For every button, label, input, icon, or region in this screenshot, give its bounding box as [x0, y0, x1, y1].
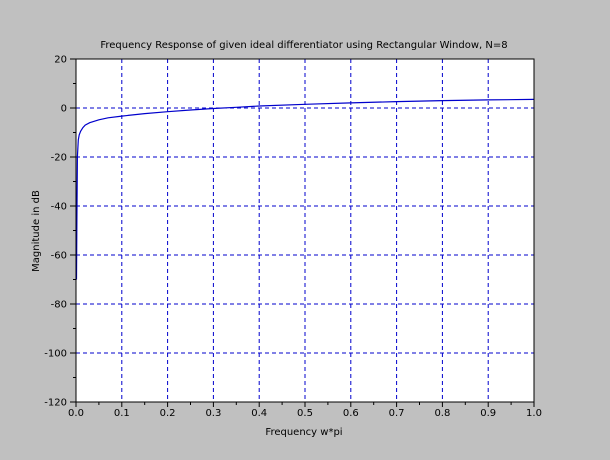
x-tick-label: 0.1: [114, 408, 130, 419]
series-line: [75, 98, 535, 280]
y-tick-label: -20: [51, 153, 67, 164]
y-tick-label: -120: [44, 398, 67, 409]
series-layer: [75, 98, 535, 280]
x-tick-label: 0.3: [205, 408, 221, 419]
chart-title: Frequency Response of given ideal differ…: [100, 40, 507, 51]
x-tick-label: 0.5: [297, 408, 313, 419]
x-tick-label: 0.7: [389, 408, 405, 419]
y-tick-label: 20: [54, 55, 67, 66]
x-tick-label: 1.0: [526, 408, 542, 419]
y-tick-label: -80: [51, 300, 67, 311]
x-tick-label: 0.2: [160, 408, 176, 419]
axis-ticks: [70, 58, 535, 407]
y-axis-label: Magnitude in dB: [31, 190, 42, 272]
x-axis-label: Frequency w*pi: [265, 427, 342, 438]
x-tick-label: 0.4: [251, 408, 267, 419]
x-tick-label: 0.6: [343, 408, 359, 419]
grid-lines: [76, 59, 534, 402]
y-tick-label: 0: [61, 104, 67, 115]
x-tick-label: 0.0: [68, 408, 84, 419]
x-tick-label: 0.9: [480, 408, 496, 419]
y-tick-label: -60: [51, 251, 67, 262]
tick-labels: 0.0 0.1 0.2 0.3 0.4 0.5 0.6 0.7 0.8 0.9 1.0 -120 -10…: [44, 55, 542, 420]
y-tick-label: -40: [51, 202, 67, 213]
x-tick-label: 0.8: [434, 408, 450, 419]
y-tick-label: -100: [44, 349, 67, 360]
